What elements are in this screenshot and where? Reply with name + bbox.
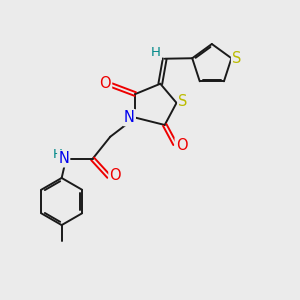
- Text: O: O: [99, 76, 111, 91]
- Text: H: H: [151, 46, 161, 59]
- Text: S: S: [232, 51, 242, 66]
- Text: N: N: [58, 151, 69, 166]
- Text: O: O: [110, 167, 121, 182]
- Text: O: O: [176, 138, 187, 153]
- Text: N: N: [124, 110, 135, 125]
- Text: H: H: [53, 148, 63, 161]
- Text: S: S: [178, 94, 188, 109]
